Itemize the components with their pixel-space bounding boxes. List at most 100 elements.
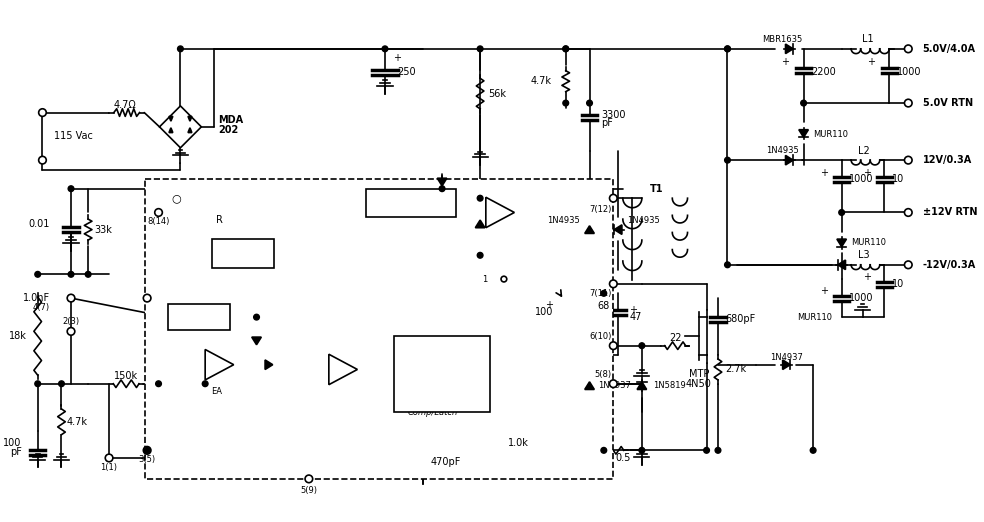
Text: −: − [207, 366, 215, 376]
Circle shape [34, 381, 40, 387]
Polygon shape [584, 382, 594, 389]
Circle shape [724, 157, 730, 163]
Circle shape [86, 271, 91, 277]
Polygon shape [437, 178, 447, 186]
Text: 1N4937: 1N4937 [598, 381, 631, 390]
Polygon shape [584, 226, 594, 233]
Text: MBR1635: MBR1635 [763, 35, 803, 44]
Polygon shape [837, 239, 846, 247]
Circle shape [477, 253, 483, 258]
Text: R: R [215, 255, 222, 265]
Text: L2: L2 [858, 146, 870, 156]
Circle shape [439, 186, 445, 192]
Text: R: R [400, 384, 406, 394]
Text: MUR110: MUR110 [851, 239, 887, 247]
Circle shape [305, 475, 313, 483]
Circle shape [601, 447, 607, 453]
Circle shape [724, 46, 730, 52]
Circle shape [838, 210, 844, 216]
Text: +: + [867, 57, 875, 67]
FancyBboxPatch shape [395, 336, 490, 412]
Polygon shape [614, 225, 622, 234]
Polygon shape [205, 350, 234, 380]
Text: MDA: MDA [218, 115, 244, 125]
Text: 56k: 56k [488, 89, 506, 99]
Text: 4N50: 4N50 [686, 379, 711, 389]
Circle shape [563, 46, 569, 52]
Text: 0.01: 0.01 [29, 219, 50, 229]
Circle shape [715, 447, 721, 453]
Circle shape [105, 454, 113, 462]
Text: 5.0V/4.0A: 5.0V/4.0A [923, 44, 975, 54]
Text: 6(10): 6(10) [589, 331, 611, 341]
Text: L1: L1 [863, 34, 874, 44]
Text: 3300: 3300 [601, 111, 626, 121]
Circle shape [586, 100, 592, 106]
Polygon shape [799, 129, 809, 137]
Text: +: + [487, 201, 496, 211]
Circle shape [609, 380, 617, 387]
Text: MUR110: MUR110 [797, 313, 832, 322]
Text: +: + [781, 57, 789, 67]
Text: 470pF: 470pF [431, 457, 461, 467]
Circle shape [254, 314, 260, 320]
Text: 1.0k: 1.0k [508, 438, 528, 448]
Text: Bias: Bias [232, 248, 253, 258]
Circle shape [609, 342, 617, 350]
Polygon shape [265, 360, 273, 370]
Text: 2(3): 2(3) [62, 317, 80, 326]
Circle shape [155, 381, 161, 387]
Polygon shape [782, 360, 790, 370]
Circle shape [639, 343, 645, 349]
Text: 33k: 33k [93, 224, 112, 234]
Circle shape [810, 447, 816, 453]
Polygon shape [637, 382, 646, 389]
Polygon shape [475, 220, 485, 228]
Text: +: + [821, 287, 829, 296]
Text: 250: 250 [398, 67, 416, 77]
Polygon shape [486, 197, 515, 228]
Text: 18k: 18k [10, 331, 28, 341]
Text: 2200: 2200 [811, 67, 836, 77]
Text: 680pF: 680pF [725, 314, 756, 324]
Text: ○: ○ [172, 193, 181, 203]
Text: 7(11): 7(11) [589, 289, 611, 298]
Text: 4(7): 4(7) [32, 303, 50, 312]
Text: MTP: MTP [689, 369, 709, 379]
Text: 3(5): 3(5) [139, 455, 155, 465]
Circle shape [38, 157, 46, 164]
Circle shape [724, 46, 730, 52]
Text: 1000: 1000 [849, 174, 874, 184]
Text: T1: T1 [649, 184, 663, 194]
Text: 115 Vac: 115 Vac [54, 132, 92, 141]
Circle shape [34, 271, 40, 277]
Circle shape [501, 276, 507, 282]
FancyBboxPatch shape [146, 179, 613, 479]
Circle shape [904, 209, 912, 216]
Circle shape [601, 291, 607, 296]
Circle shape [38, 109, 46, 116]
Text: 1N4935: 1N4935 [547, 216, 580, 224]
Text: 1(1): 1(1) [100, 463, 117, 472]
Circle shape [609, 194, 617, 202]
Text: 7(12): 7(12) [589, 205, 611, 214]
Circle shape [68, 186, 74, 192]
Text: 100: 100 [535, 307, 553, 317]
Text: 47: 47 [630, 312, 642, 322]
Text: 8(14): 8(14) [148, 218, 169, 227]
Text: Osc: Osc [190, 312, 208, 322]
Text: 12V/0.3A: 12V/0.3A [923, 155, 972, 165]
Circle shape [801, 100, 807, 106]
Text: −: − [487, 214, 496, 224]
Text: 22: 22 [669, 333, 681, 343]
Text: −: − [330, 371, 339, 381]
Text: 0.5: 0.5 [615, 453, 631, 463]
Polygon shape [329, 354, 357, 385]
Circle shape [477, 46, 483, 52]
Text: pF: pF [601, 118, 613, 128]
Text: 202: 202 [218, 125, 239, 135]
Text: +: + [393, 53, 400, 63]
Circle shape [704, 447, 709, 453]
Circle shape [382, 46, 388, 52]
Circle shape [59, 381, 64, 387]
